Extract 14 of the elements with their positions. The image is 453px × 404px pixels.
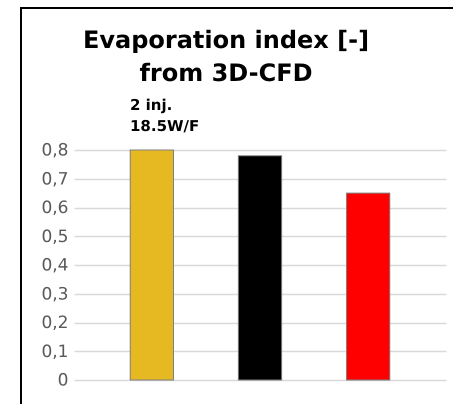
y-tick-label: 0 [58,370,68,390]
y-tick-label: 0,4 [41,256,68,276]
text: 2 inj. 18.5W/F [130,96,200,135]
bar [130,150,174,380]
y-tick-label: 0,8 [41,140,68,160]
chart-title: Evaporation index [-] from 3D-CFD [82,26,370,87]
y-tick-label: 0,6 [41,198,68,218]
bar [346,192,390,380]
y-tick-label: 0,3 [41,284,68,304]
y-tick-label: 0,1 [41,342,68,362]
bar [238,155,282,380]
y-tick-label: 0,5 [41,226,68,247]
y-tick-label: 0,2 [41,313,68,333]
y-tick-label: 0,7 [41,169,68,190]
